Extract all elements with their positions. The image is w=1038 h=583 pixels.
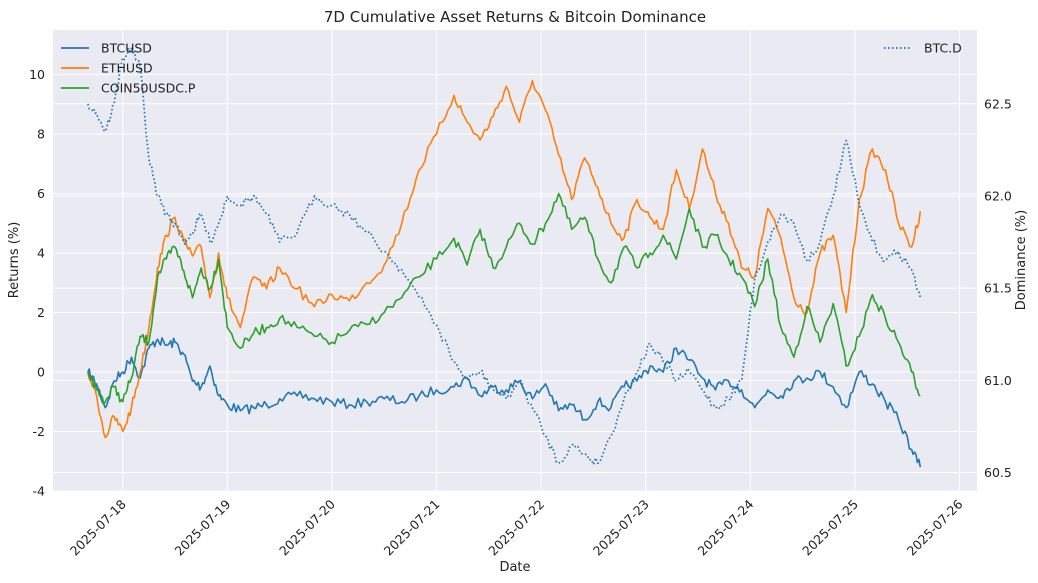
legend-label: COIN50USDC.P bbox=[101, 81, 196, 96]
plot-area bbox=[53, 30, 977, 491]
legend-left: BTCUSD ETHUSD COIN50USDC.P bbox=[61, 41, 196, 96]
y-axis-label: Returns (%) bbox=[7, 222, 22, 299]
legend-label: ETHUSD bbox=[101, 61, 153, 76]
legend-label: BTC.D bbox=[924, 41, 962, 56]
y2-axis-label: Dominance (%) bbox=[1014, 210, 1029, 310]
y-tick-label: 8 bbox=[37, 127, 45, 142]
series-line-btc-d bbox=[87, 47, 922, 466]
y-tick-label: 10 bbox=[29, 67, 45, 82]
y-tick-label: -2 bbox=[33, 424, 45, 439]
y-tick-label: -4 bbox=[33, 484, 46, 499]
legend-label: BTCUSD bbox=[101, 41, 152, 56]
y-tick-label: 0 bbox=[37, 365, 45, 380]
y-tick-label: 4 bbox=[37, 246, 45, 261]
series-line-ethusd bbox=[87, 79, 922, 439]
y2-tick-label: 61.0 bbox=[984, 373, 1012, 388]
y2-tick-label: 62.0 bbox=[984, 188, 1012, 203]
series-line-btcusd bbox=[87, 337, 922, 468]
grid bbox=[53, 30, 977, 492]
y2-tick-label: 60.5 bbox=[984, 465, 1012, 480]
series-layer bbox=[87, 47, 922, 468]
y2-tick-label: 62.5 bbox=[984, 96, 1012, 111]
series-line-coin50usdc-p bbox=[87, 192, 921, 406]
legend-right: BTC.D bbox=[884, 41, 962, 56]
chart-title: 7D Cumulative Asset Returns & Bitcoin Do… bbox=[324, 8, 706, 26]
x-axis-label: Date bbox=[499, 560, 530, 575]
y2-tick-label: 61.5 bbox=[984, 281, 1012, 296]
y-tick-label: 6 bbox=[37, 186, 45, 201]
y-tick-label: 2 bbox=[37, 305, 45, 320]
